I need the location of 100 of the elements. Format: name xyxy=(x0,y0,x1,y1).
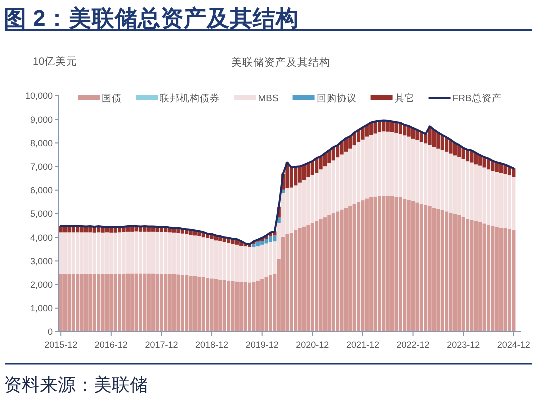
bar xyxy=(260,278,264,332)
bar xyxy=(445,212,449,332)
bar xyxy=(390,196,394,332)
bar xyxy=(244,282,248,332)
bar xyxy=(386,196,390,332)
bar xyxy=(59,274,63,332)
bar xyxy=(222,280,226,332)
y-tick-label: 9,000 xyxy=(30,114,53,125)
bar xyxy=(114,274,118,332)
bar xyxy=(138,274,143,332)
bar xyxy=(248,282,252,332)
bar xyxy=(97,232,101,274)
bar xyxy=(126,274,130,332)
bar xyxy=(147,232,151,274)
bar xyxy=(344,208,348,332)
bar xyxy=(500,228,504,332)
bar xyxy=(336,158,340,212)
x-tick-label: 2020-12 xyxy=(296,340,330,350)
bar xyxy=(356,202,361,332)
bar xyxy=(63,274,68,332)
bar xyxy=(370,197,374,332)
y-tick-label: 7,000 xyxy=(30,162,53,172)
bar xyxy=(328,215,332,332)
annotation: 资料来源：美联储 xyxy=(4,375,148,395)
bar xyxy=(403,136,407,199)
bar xyxy=(340,210,344,332)
bar xyxy=(290,232,294,332)
bar xyxy=(428,206,432,332)
bar xyxy=(508,176,512,230)
bar xyxy=(264,239,268,244)
bar xyxy=(310,175,314,224)
y-tick-label: 6,000 xyxy=(30,186,53,196)
bar xyxy=(306,224,310,332)
bar xyxy=(235,244,239,282)
bar xyxy=(172,274,176,332)
x-tick-label: 2015-12 xyxy=(44,340,78,350)
bar xyxy=(202,238,206,278)
y-tick-label: 8,000 xyxy=(30,138,53,148)
bar xyxy=(227,243,231,281)
bar xyxy=(80,274,84,332)
bar xyxy=(315,173,319,222)
bar xyxy=(286,234,290,332)
bar xyxy=(294,186,298,230)
bar xyxy=(453,156,458,214)
bar xyxy=(156,274,160,332)
bar xyxy=(458,215,462,332)
bar xyxy=(365,136,369,199)
bar xyxy=(466,218,470,332)
bar xyxy=(160,274,164,332)
x-tick-label: 2017-12 xyxy=(145,340,178,350)
bar xyxy=(340,142,344,155)
bar xyxy=(198,276,202,332)
bar xyxy=(424,144,428,206)
y-tick-label: 2,000 xyxy=(30,280,53,290)
x-tick-label: 2021-12 xyxy=(346,340,380,350)
bar xyxy=(206,238,210,278)
x-tick-label: 2022-12 xyxy=(396,340,430,350)
x-tick-label: 2024-12 xyxy=(497,340,530,350)
bar xyxy=(273,236,277,242)
bar xyxy=(76,232,80,274)
bar xyxy=(193,236,198,276)
bar xyxy=(453,214,458,332)
x-tick-label: 2018-12 xyxy=(196,340,229,350)
bar xyxy=(440,150,444,210)
bar xyxy=(474,221,478,332)
legend-label: 其它 xyxy=(394,92,415,104)
bar xyxy=(264,277,268,332)
x-tick-label: 2019-12 xyxy=(246,340,279,350)
bar xyxy=(436,132,440,149)
bar xyxy=(420,204,424,332)
bar xyxy=(504,228,508,332)
bar xyxy=(386,132,390,196)
bar xyxy=(92,232,96,274)
bar xyxy=(240,246,244,282)
bar xyxy=(114,232,118,274)
bar xyxy=(202,277,206,332)
bar xyxy=(206,278,210,332)
bar xyxy=(378,196,382,332)
legend-label: 联邦机构债券 xyxy=(160,92,220,104)
bar xyxy=(348,136,352,149)
bar xyxy=(97,274,101,332)
bar xyxy=(92,274,96,332)
bar xyxy=(298,228,302,332)
bar xyxy=(306,163,310,178)
bar xyxy=(126,232,130,274)
bar xyxy=(168,232,172,274)
bar xyxy=(189,276,193,332)
bar xyxy=(403,198,407,332)
bar xyxy=(495,172,499,228)
bar xyxy=(394,197,398,332)
bar xyxy=(416,202,420,332)
legend-label: 回购协议 xyxy=(316,92,357,104)
bar xyxy=(72,274,76,332)
bar xyxy=(240,282,244,332)
bar xyxy=(323,218,328,332)
bar xyxy=(458,157,462,216)
bar xyxy=(260,244,264,279)
bar xyxy=(138,232,143,274)
bar xyxy=(122,274,126,332)
bar xyxy=(378,132,382,196)
